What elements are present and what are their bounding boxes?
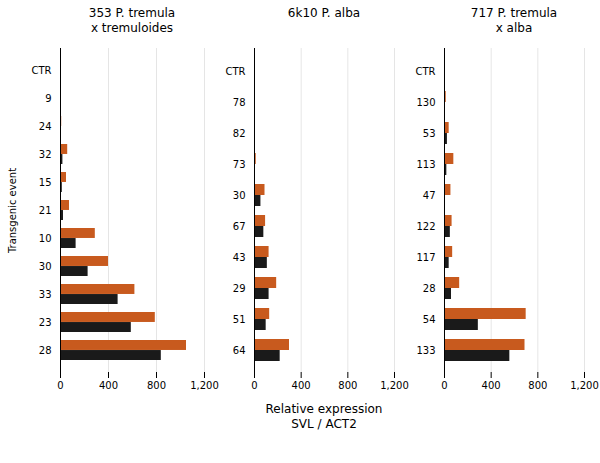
- svg-text:400: 400: [99, 380, 118, 391]
- svg-text:73: 73: [233, 159, 246, 170]
- svg-text:30: 30: [39, 261, 52, 272]
- svg-text:122: 122: [416, 221, 435, 232]
- svg-text:1,200: 1,200: [380, 380, 409, 391]
- svg-text:21: 21: [39, 205, 52, 216]
- svg-text:CTR: CTR: [225, 66, 245, 77]
- svg-text:1,200: 1,200: [190, 380, 219, 391]
- svg-text:43: 43: [233, 252, 246, 263]
- svg-text:Transgenic event: Transgenic event: [7, 168, 18, 254]
- html-text:Relative expression SVL / ACT2: Relative expression SVL / ACT2: [265, 402, 383, 431]
- svg-text:800: 800: [338, 380, 357, 391]
- svg-text:64: 64: [233, 345, 246, 356]
- svg-text:15: 15: [39, 177, 52, 188]
- svg-text:23: 23: [39, 317, 52, 328]
- svg-text:130: 130: [416, 97, 435, 108]
- svg-text:117: 117: [416, 252, 435, 263]
- svg-text:33: 33: [39, 289, 52, 300]
- svg-text:30: 30: [233, 190, 246, 201]
- svg-text:9: 9: [45, 93, 51, 104]
- svg-text:0: 0: [251, 380, 257, 391]
- svg-text:67: 67: [233, 221, 246, 232]
- svg-text:113: 113: [416, 159, 435, 170]
- svg-text:CTR: CTR: [31, 65, 51, 76]
- svg-text:82: 82: [233, 128, 246, 139]
- svg-text:0: 0: [441, 380, 447, 391]
- svg-text:78: 78: [233, 97, 246, 108]
- html-text:353 P. tremula x tremuloides: 353 P. tremula x tremuloides: [88, 6, 176, 35]
- svg-text:53: 53: [423, 128, 436, 139]
- svg-text:800: 800: [147, 380, 166, 391]
- html-text:6k10 P. alba: 6k10 P. alba: [287, 6, 361, 20]
- svg-text:32: 32: [39, 149, 52, 160]
- svg-text:CTR: CTR: [415, 66, 435, 77]
- svg-text:47: 47: [423, 190, 436, 201]
- svg-text:54: 54: [423, 314, 436, 325]
- svg-text:0: 0: [57, 380, 63, 391]
- svg-text:24: 24: [39, 121, 52, 132]
- svg-text:400: 400: [292, 380, 311, 391]
- svg-text:10: 10: [39, 233, 52, 244]
- svg-text:800: 800: [528, 380, 547, 391]
- svg-text:133: 133: [416, 345, 435, 356]
- svg-text:51: 51: [233, 314, 246, 325]
- html-text:717 P. tremula x alba: 717 P. tremula x alba: [470, 6, 558, 35]
- svg-text:400: 400: [482, 380, 501, 391]
- svg-text:1,200: 1,200: [570, 380, 599, 391]
- svg-text:28: 28: [423, 283, 436, 294]
- svg-text:28: 28: [39, 345, 52, 356]
- svg-text:29: 29: [233, 283, 246, 294]
